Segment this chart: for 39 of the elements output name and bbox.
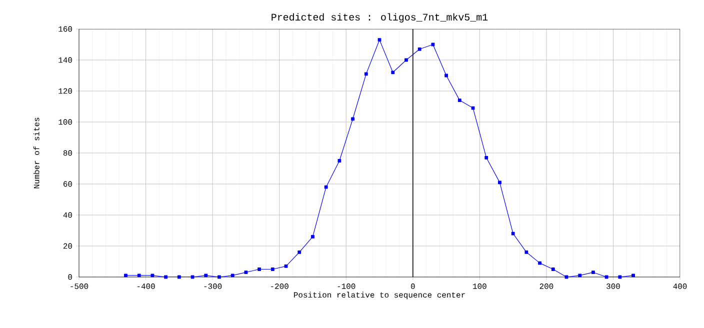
point [418,47,422,51]
point [378,38,382,42]
point [364,72,368,76]
point [632,274,635,278]
point [244,270,248,274]
point [484,156,488,160]
point [351,117,354,121]
point [431,42,435,46]
point [218,275,221,279]
point [177,275,181,279]
point [591,270,595,274]
point [190,275,194,279]
point [124,274,128,278]
point [458,98,462,102]
point [270,268,274,271]
point [618,275,622,279]
point [324,185,328,189]
point [137,274,141,278]
point [298,250,302,254]
point [524,250,528,254]
point [150,274,154,278]
point [551,268,555,271]
chart-title: Predicted sites : oligos_7nt_mkv5_m1 [272,13,488,22]
point [258,268,262,271]
point [404,58,408,62]
point [578,274,582,278]
point [471,106,475,110]
point [498,180,502,184]
point [511,232,515,236]
point [538,261,542,265]
point [204,274,208,278]
point [164,275,168,279]
point [391,70,395,74]
point [230,274,234,278]
point [604,275,608,279]
point [444,74,448,78]
point [338,159,342,162]
point [311,235,314,238]
point [284,264,288,268]
